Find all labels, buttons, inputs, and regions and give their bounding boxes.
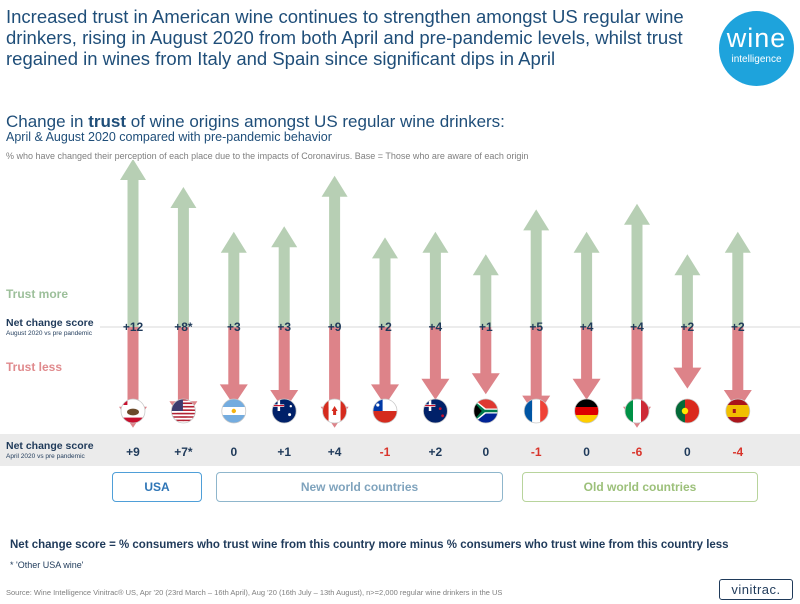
net-change-apr-sublabel: April 2020 vs pre pandemic [6,453,85,460]
flag-chile-icon [372,398,398,424]
trust-more-label: Trust more [6,287,69,301]
wine-intelligence-logo: wine intelligence [719,11,794,86]
apr-net-score-california: +9 [126,445,140,459]
aug-net-score-spain: +2 [731,320,745,334]
asterisk-note: * 'Other USA wine' [10,560,84,570]
subtitle-post: of wine origins amongst US regular wine … [126,112,505,131]
flag-other-usa-wine-icon [170,398,196,424]
net-change-apr-label: Net change score [6,440,94,452]
logo-word: wine [726,23,787,53]
flag-new-zealand-icon [422,398,448,424]
aug-net-score-australia: +3 [277,320,291,334]
aug-net-score-italy: +4 [630,320,644,334]
vinitrac-logo: vinitrac. [719,579,793,600]
flag-portugal-icon [675,398,700,424]
trust-more-arrow-france [523,209,550,327]
flag-california-icon [120,398,146,424]
chart-subtitle: Change in trust of wine origins amongst … [6,112,505,132]
subtitle-pre: Change in [6,112,89,131]
trust-more-arrow-canada [321,175,348,327]
april-score-band [0,434,800,466]
trust-more-arrow-chile [372,237,398,327]
trust-less-label: Trust less [6,360,63,374]
flag-france-icon [523,398,549,424]
apr-net-score-argentina: 0 [230,445,237,459]
flag-argentina-icon [221,398,247,424]
apr-net-score-portugal: 0 [684,445,691,459]
trust-arrow-chart: +12 +9 +8* +7* +3 0 +3 +1 +9 +4 +2 -1 +4 +2 +1 0 +5 -1 +4 0… [100,160,800,459]
trust-less-arrow-canada [320,327,349,428]
trust-more-arrow-argentina [220,231,247,327]
aug-net-score-other-usa-wine: +8* [174,320,193,334]
aug-net-score-germany: +4 [580,320,594,334]
trust-less-arrow-portugal [673,327,702,389]
aug-net-score-canada: +9 [328,320,342,334]
chart-subtitle-line2: April & August 2020 compared with pre-pa… [6,130,332,144]
trust-less-arrow-new-zealand [421,327,450,400]
group-usa: USA [112,472,202,502]
apr-net-score-italy: -6 [632,445,643,459]
trust-less-arrow-germany [572,327,601,400]
group-new-world: New world countries [216,472,503,502]
flag-germany-icon [574,398,599,424]
aug-net-score-new-zealand: +4 [429,320,443,334]
apr-net-score-chile: -1 [380,445,391,459]
trust-more-arrow-south-africa [472,254,499,327]
apr-net-score-new-zealand: +2 [429,445,443,459]
logo-subword: intelligence [731,54,782,65]
trust-more-arrow-australia [271,226,298,327]
net-change-definition: Net change score = % consumers who trust… [10,539,729,551]
trust-less-arrow-france [522,327,551,417]
trust-less-arrow-south-africa [471,327,500,395]
trust-more-arrow-new-zealand [422,231,449,327]
flag-italy-icon [624,398,650,424]
flag-spain-icon [725,398,751,424]
trust-less-arrow-chile [371,327,399,406]
trust-more-arrow-italy [624,203,650,327]
source-note: Source: Wine Intelligence Vinitrac® US, … [6,588,503,597]
apr-net-score-spain: -4 [732,445,743,459]
apr-net-score-canada: +4 [328,445,342,459]
trust-more-arrow-spain [724,231,751,327]
apr-net-score-germany: 0 [583,445,590,459]
net-change-aug-label: Net change score [6,317,94,329]
apr-net-score-france: -1 [531,445,542,459]
aug-net-score-chile: +2 [378,320,392,334]
apr-net-score-south-africa: 0 [482,445,489,459]
trust-more-arrow-california [120,160,146,327]
trust-less-arrow-italy [623,327,651,428]
trust-less-arrow-spain [723,327,752,411]
base-note: % who have changed their perception of e… [6,151,529,161]
trust-less-arrow-australia [270,327,299,411]
trust-more-arrow-germany [573,231,600,327]
net-change-aug-sublabel: August 2020 vs pre pandemic [6,330,92,337]
apr-net-score-australia: +1 [277,445,291,459]
trust-more-arrow-portugal [674,254,701,327]
aug-net-score-south-africa: +1 [479,320,493,334]
subtitle-bold: trust [88,112,127,131]
aug-net-score-france: +5 [529,320,543,334]
aug-net-score-portugal: +2 [681,320,695,334]
trust-less-arrow-argentina [219,327,248,406]
aug-net-score-argentina: +3 [227,320,241,334]
apr-net-score-other-usa-wine: +7* [174,445,193,459]
flag-canada-icon [322,398,348,424]
aug-net-score-california: +12 [123,320,144,334]
flag-australia-icon [271,398,297,424]
flag-south-africa-icon [473,398,499,424]
group-old-world: Old world countries [522,472,758,502]
headline: Increased trust in American wine continu… [6,6,684,69]
trust-more-arrow-other-usa-wine [170,187,197,327]
trust-less-arrow-california [119,327,147,428]
trust-less-arrow-other-usa-wine [169,327,198,423]
